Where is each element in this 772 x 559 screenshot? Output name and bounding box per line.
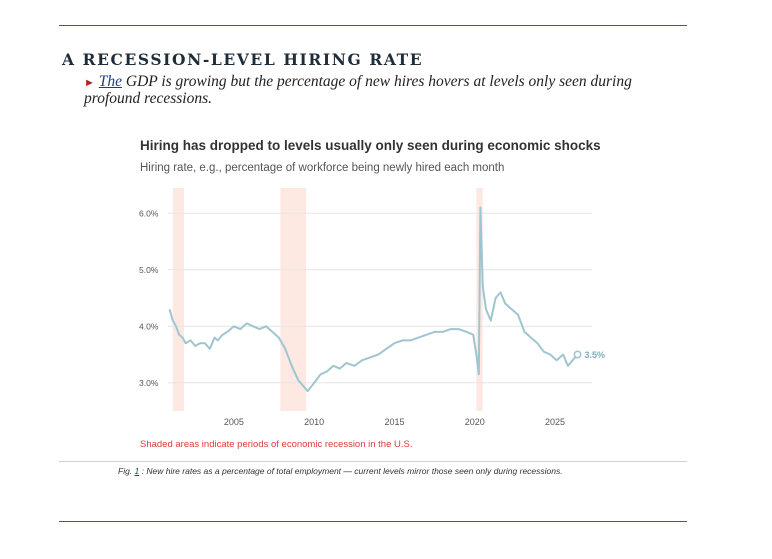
y-tick-label-3: 6.0% [139, 208, 159, 218]
bottom-rule [59, 521, 687, 522]
y-tick-label-1: 4.0% [139, 321, 159, 331]
hiring-rate-line-chart: 3.0% 4.0% 5.0% 6.0% 2005 2010 2015 2020 2025 3.5% [139, 188, 606, 427]
figure-caption-text: New hire rates as a percentage of total … [146, 466, 563, 476]
figure-divider [59, 461, 687, 462]
y-tick-label-0: 3.0% [139, 378, 159, 388]
figure-separator: : [139, 466, 147, 476]
x-tick-label-0: 2005 [224, 417, 244, 427]
recession-band-1 [280, 188, 307, 411]
x-tick-label-4: 2025 [545, 417, 565, 427]
latest-point-marker [573, 350, 582, 359]
triangle-bullet-icon: ► [84, 77, 95, 89]
lede-lead-link[interactable]: The [98, 73, 123, 90]
figure-number-link[interactable]: 1 [134, 466, 140, 476]
x-tick-label-1: 2010 [304, 417, 324, 427]
hiring-rate-line [168, 206, 579, 393]
figure-caption: Fig. 1 : New hire rates as a percentage … [118, 466, 563, 476]
x-tick-label-3: 2020 [465, 417, 485, 427]
x-tick-label-2: 2015 [384, 417, 404, 427]
chart-subtitle: Hiring rate, e.g., percentage of workfor… [140, 162, 505, 174]
recession-band-0 [172, 188, 185, 411]
recession-note: Shaded areas indicate periods of economi… [140, 439, 413, 450]
lede-paragraph: ► The GDP is growing but the percentage … [84, 74, 684, 107]
figure-prefix: Fig. [118, 466, 133, 476]
lede-text: GDP is growing but the percentage of new… [84, 73, 632, 107]
y-tick-label-2: 5.0% [139, 265, 159, 275]
latest-value-label: 3.5% [585, 350, 606, 360]
chart-title: Hiring has dropped to levels usually onl… [140, 138, 601, 153]
section-heading: A RECESSION-LEVEL HIRING RATE [62, 50, 424, 69]
top-rule [59, 25, 687, 26]
